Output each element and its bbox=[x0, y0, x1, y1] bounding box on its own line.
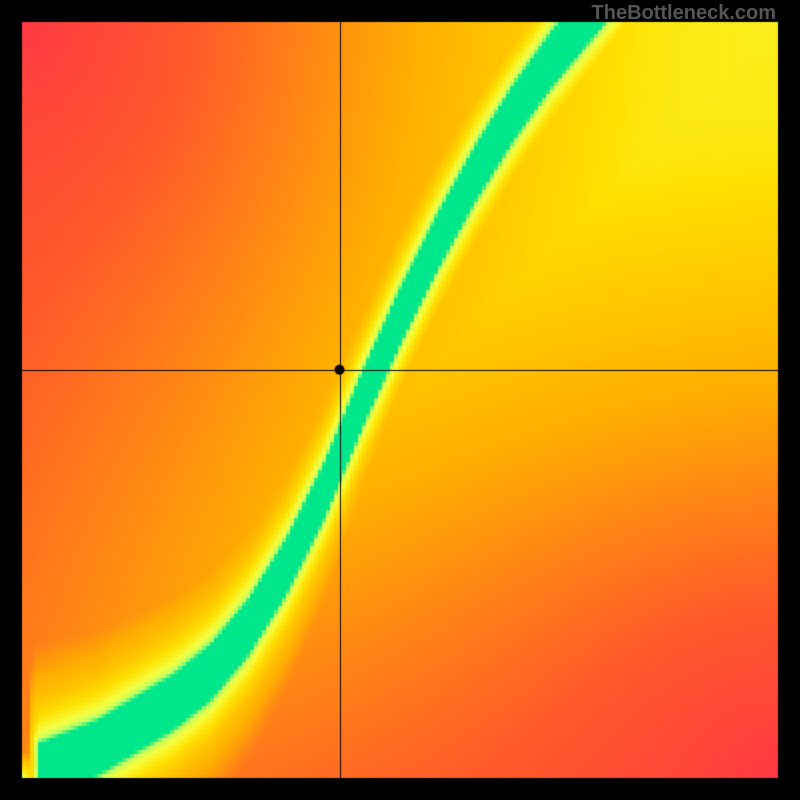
chart-container: TheBottleneck.com bbox=[0, 0, 800, 800]
bottleneck-heatmap bbox=[0, 0, 800, 800]
